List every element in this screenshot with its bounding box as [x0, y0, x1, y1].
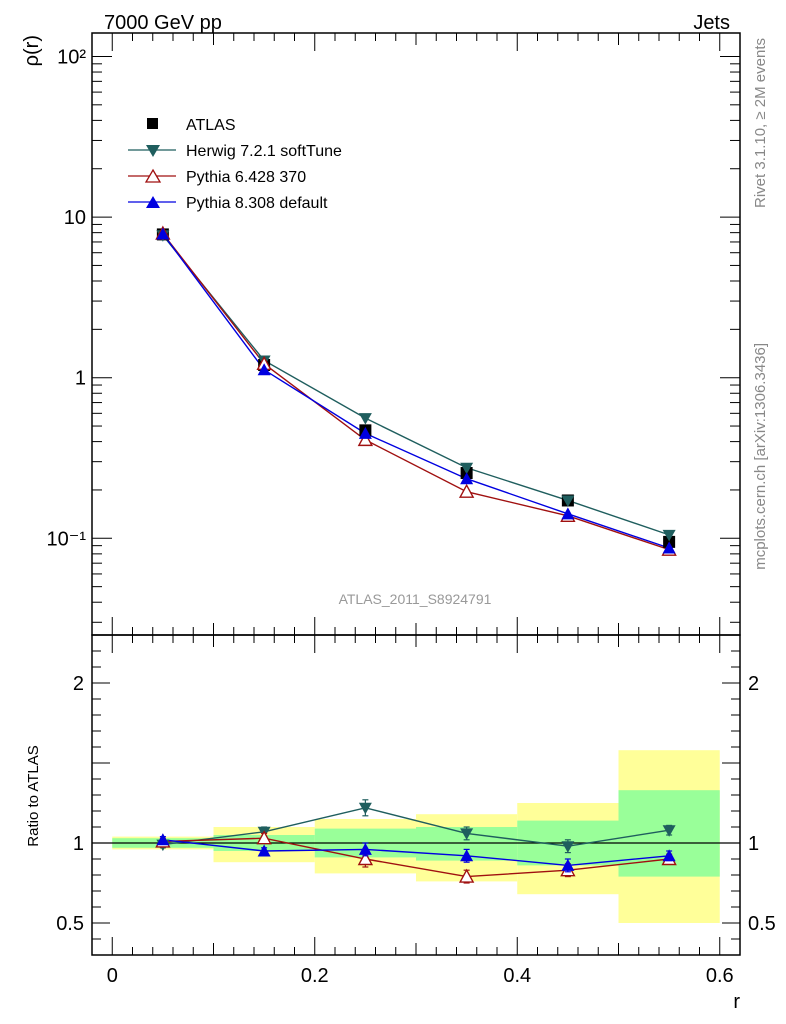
data-point-3-1 — [257, 363, 271, 376]
ratio-point-0-5 — [662, 825, 676, 837]
ratio-axes — [91, 634, 741, 956]
data-point-3-3 — [460, 472, 474, 485]
data-point-1-4 — [561, 495, 575, 507]
ratio-point-2-5 — [662, 849, 676, 862]
ratio-point-1-2 — [357, 851, 374, 866]
legend-marker-pythia8 — [128, 196, 176, 208]
legend-marker-pythia6 — [128, 168, 176, 183]
legend-entry-herwig: Herwig 7.2.1 softTune — [186, 143, 342, 160]
analysis-label: ATLAS_2011_S8924791 — [339, 591, 492, 607]
header-process-label: Jets — [693, 12, 730, 34]
data-point-3-5 — [662, 541, 676, 554]
data-point-1-3 — [460, 462, 474, 475]
ratio-y-tick-label-0.5: 0.5 — [56, 913, 84, 935]
data-point-2-3 — [458, 483, 475, 498]
ratio-point-2-4 — [561, 858, 575, 871]
y-tick-label-1: 1 — [75, 368, 86, 390]
ratio-y-tick-label-right-1: 1 — [748, 833, 759, 855]
header-energy-label: 7000 GeV pp — [104, 12, 222, 34]
y-tick-label-0.1: 10⁻¹ — [47, 528, 87, 550]
legend-entry-pythia8: Pythia 8.308 default — [186, 195, 328, 212]
legend-entry-pythia6: Pythia 6.428 370 — [186, 169, 306, 186]
ratio-point-1-1 — [256, 830, 272, 845]
rivet-label: Rivet 3.1.10, ≥ 2M events — [752, 38, 769, 208]
x-tick-label-0: 0 — [107, 965, 118, 987]
legend-marker-atlas — [147, 118, 158, 129]
main-panel: 10⁻¹ 1 10 10² ρ(r) ATLAS_2011_S8924791 A… — [21, 32, 741, 636]
ratio-plot-area — [92, 750, 740, 923]
x-tick-label-0.2: 0.2 — [301, 965, 329, 987]
data-point-3-4 — [561, 507, 575, 520]
series-line-3 — [162, 233, 670, 549]
ratio-point-2-0 — [156, 833, 170, 846]
y-tick-label-100: 10² — [57, 46, 86, 68]
ratio-point-0-4 — [561, 841, 575, 853]
series-line-2 — [162, 233, 670, 551]
ratio-point-1-3 — [458, 868, 475, 883]
legend-entry-atlas: ATLAS — [186, 117, 236, 134]
ratio-point-0-3 — [460, 828, 474, 840]
data-point-1-5 — [662, 529, 676, 542]
series-line-1 — [162, 234, 670, 536]
ratio-point-2-2 — [358, 842, 372, 855]
x-axis-title: r — [733, 991, 740, 1013]
ratio-point-2-1 — [257, 844, 271, 857]
ratio-y-tick-label-right-0.5: 0.5 — [748, 913, 776, 935]
ratio-series-line-1 — [162, 837, 670, 878]
ratio-series-line-0 — [162, 807, 670, 847]
data-point-3-0 — [156, 227, 170, 240]
ratio-y-tick-label-2: 2 — [73, 673, 84, 695]
mcplots-label: mcplots.cern.ch [arXiv:1306.3436] — [752, 343, 769, 570]
data-point-1-2 — [358, 413, 372, 425]
ratio-y-tick-label-right-2: 2 — [748, 673, 759, 695]
main-y-axis-title: ρ(r) — [21, 35, 43, 66]
ratio-point-0-2 — [358, 802, 372, 815]
ratio-y-tick-label-1: 1 — [73, 833, 84, 855]
legend-marker-herwig — [128, 145, 176, 157]
ratio-y-axis-title: Ratio to ATLAS — [25, 745, 42, 846]
ratio-panel: 0.5 1 2 0.5 1 2 0 0.2 0.4 0.6 Ratio to A… — [25, 634, 776, 1013]
x-tick-label-0.6: 0.6 — [706, 965, 734, 987]
main-plot-area — [155, 225, 677, 556]
data-point-3-2 — [358, 426, 372, 439]
y-tick-label-10: 10 — [64, 207, 86, 229]
legend: ATLAS Herwig 7.2.1 softTune Pythia 6.428… — [128, 117, 342, 212]
ratio-point-2-3 — [460, 849, 474, 862]
x-tick-label-0.4: 0.4 — [503, 965, 531, 987]
ratio-series-line-2 — [162, 839, 670, 867]
data-point-2-2 — [357, 431, 374, 447]
